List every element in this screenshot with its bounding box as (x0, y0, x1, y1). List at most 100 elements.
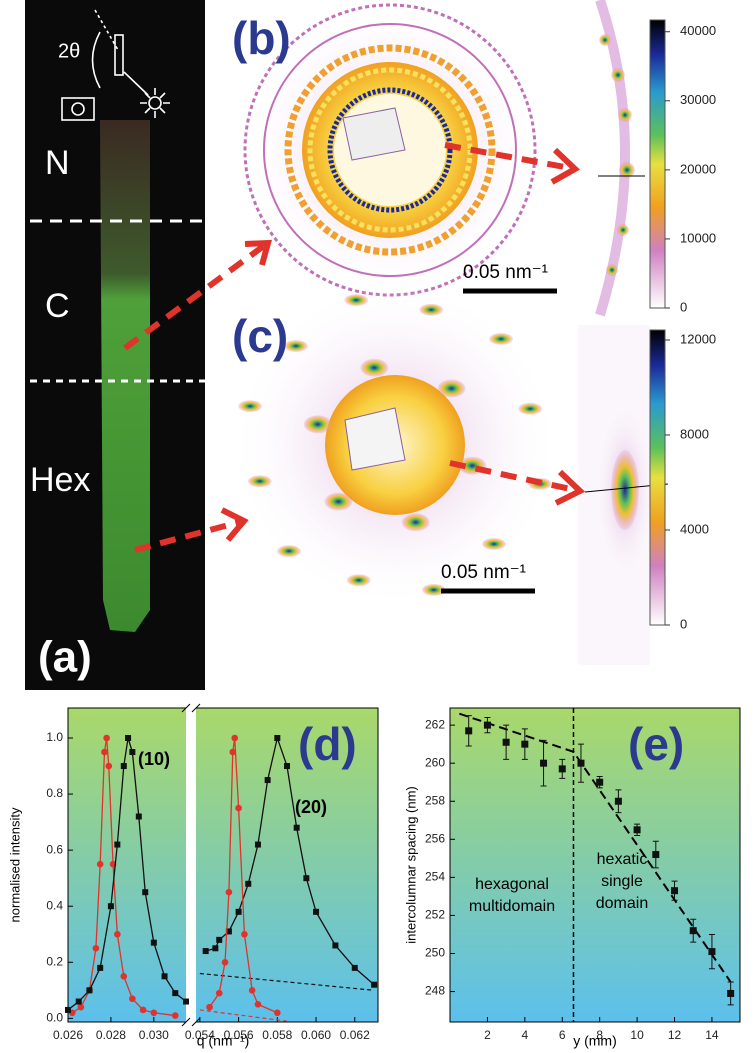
panel-label: (c) (232, 310, 288, 362)
point (235, 804, 242, 812)
point (206, 1003, 213, 1011)
y-tick-label: 262 (425, 717, 445, 731)
point (254, 1001, 262, 1008)
phase-label: Hex (30, 461, 90, 499)
point (103, 734, 110, 742)
spot (437, 379, 466, 398)
point (225, 888, 233, 896)
spot (401, 513, 430, 532)
point (229, 748, 237, 756)
point (540, 759, 548, 767)
spot (518, 402, 543, 415)
point (558, 765, 566, 773)
x-axis-label: y (mm) (573, 1033, 617, 1049)
diffraction-c (230, 280, 560, 610)
point (577, 759, 585, 767)
annotation: (10) (138, 749, 170, 769)
spot (419, 303, 444, 316)
x-tick-label: 14 (705, 1028, 719, 1042)
point (689, 927, 697, 935)
setup-icon (61, 9, 170, 121)
point (264, 777, 271, 784)
point (465, 727, 473, 735)
spot (346, 574, 371, 587)
annotation: single (601, 873, 643, 890)
point (212, 945, 219, 952)
point (241, 930, 248, 938)
point (652, 851, 660, 859)
spot (489, 332, 514, 345)
x-tick-label: 0.062 (340, 1028, 370, 1042)
point (303, 875, 310, 882)
colorbar (649, 19, 666, 309)
y-tick-label: 0.2 (46, 954, 63, 968)
zoom-strip-c (578, 325, 669, 665)
x-tick-label: 2 (484, 1028, 491, 1042)
y-tick-label: 0.4 (46, 898, 63, 912)
colorbar-label: 30000 (680, 92, 716, 107)
point (125, 734, 132, 741)
spot (238, 400, 263, 413)
point (351, 964, 358, 971)
y-tick-label: 260 (425, 755, 445, 769)
point (107, 903, 114, 910)
point (77, 1003, 85, 1011)
point (171, 1012, 179, 1019)
x-tick-label: 0.028 (96, 1028, 126, 1042)
point (86, 987, 93, 994)
annotation: (20) (295, 797, 327, 817)
point (225, 928, 232, 935)
point (135, 813, 142, 820)
spot (481, 537, 506, 550)
point (614, 797, 622, 805)
point (293, 824, 300, 831)
point (101, 748, 108, 756)
spot (247, 475, 272, 488)
point (221, 958, 229, 966)
point (120, 763, 127, 770)
scale-label: 0.05 nm⁻¹ (463, 262, 548, 283)
point (235, 908, 242, 915)
colorbar-label: 10000 (680, 230, 716, 245)
beam-stop (344, 407, 406, 471)
point (215, 989, 223, 997)
y-tick-label: 252 (425, 908, 445, 922)
annotation: hexagonal (475, 876, 549, 893)
point (254, 841, 261, 848)
y-tick-label: 0.0 (46, 1011, 63, 1025)
point (97, 964, 104, 971)
point (671, 887, 679, 895)
point (183, 998, 189, 1005)
y-tick-label: 0.6 (46, 842, 63, 856)
point (521, 740, 529, 748)
spot (276, 545, 301, 558)
point (245, 880, 252, 887)
y-axis-label: normalised intensity (7, 807, 22, 922)
point (284, 763, 290, 770)
panel-label: (a) (38, 633, 92, 682)
y-axis-label: intercolumnar spacing (nm) (403, 786, 418, 944)
point (332, 942, 339, 949)
phase-label: C (45, 287, 70, 325)
point (172, 990, 179, 997)
colorbar-label: 12000 (680, 331, 716, 346)
point (129, 995, 136, 1003)
spot (284, 340, 309, 353)
sample-column (100, 120, 150, 632)
point (274, 734, 281, 741)
panel-label: (d) (298, 718, 357, 770)
point (633, 826, 641, 834)
phase-label: N (45, 144, 70, 182)
arrows (123, 142, 586, 553)
diffraction-b (240, 0, 540, 300)
point (502, 738, 510, 746)
point (129, 749, 136, 756)
point (92, 944, 100, 952)
point (139, 1006, 147, 1014)
x-tick-label: 0.030 (139, 1028, 169, 1042)
baseline (199, 972, 375, 991)
panel-label: (e) (628, 718, 684, 770)
x-tick-label: 0.058 (262, 1028, 292, 1042)
point (202, 948, 209, 955)
